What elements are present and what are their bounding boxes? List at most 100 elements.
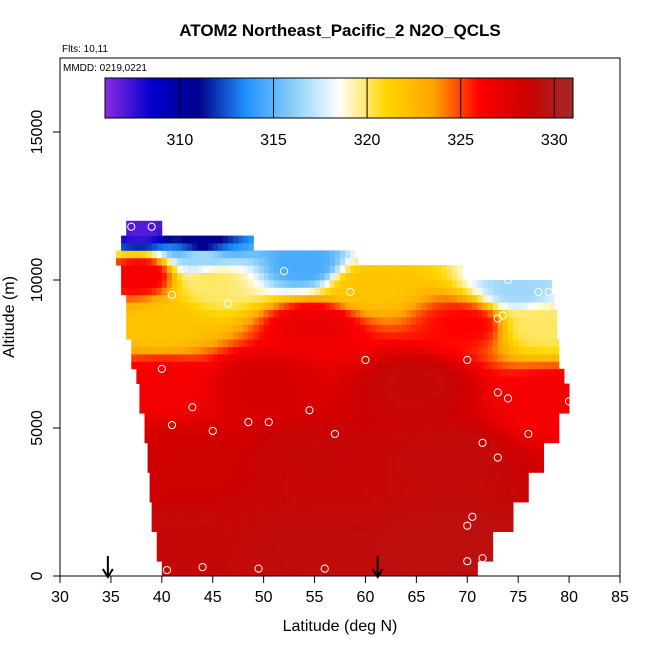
heatmap-cell — [268, 324, 275, 333]
heatmap-cell — [261, 494, 268, 503]
heatmap-cell — [421, 354, 427, 362]
heatmap-cell — [431, 361, 438, 370]
heatmap-cell — [299, 354, 305, 362]
heatmap-cell — [509, 450, 515, 458]
heatmap-cell — [146, 280, 153, 288]
heatmap-cell — [551, 398, 558, 407]
heatmap-cell — [312, 487, 318, 495]
heatmap-cell — [212, 516, 219, 525]
heatmap-cell — [513, 346, 519, 355]
heatmap-cell — [154, 420, 161, 429]
heatmap-cell — [290, 450, 296, 458]
heatmap-cell — [220, 398, 227, 407]
heatmap-cell — [421, 317, 427, 325]
heatmap-cell — [426, 354, 433, 362]
heatmap-cell — [483, 442, 490, 451]
heatmap-cell — [416, 524, 422, 532]
heatmap-cell — [202, 257, 209, 266]
heatmap-cell — [202, 539, 209, 547]
heatmap-cell — [426, 265, 433, 273]
heatmap-cell — [452, 524, 458, 532]
heatmap-cell — [212, 553, 219, 562]
heatmap-cell — [350, 539, 356, 547]
heatmap-cell — [541, 398, 548, 407]
heatmap-cell — [558, 368, 565, 377]
heatmap-cell — [546, 383, 553, 392]
heatmap-cell — [343, 383, 349, 392]
heatmap-cell — [197, 235, 203, 244]
heatmap-cell — [203, 442, 210, 451]
heatmap-cell — [294, 317, 300, 325]
heatmap-cell — [258, 546, 265, 555]
heatmap-cell — [553, 354, 560, 362]
heatmap-cell — [149, 487, 156, 495]
heatmap-cell — [396, 516, 402, 525]
heatmap-cell — [345, 339, 351, 347]
heatmap-cell — [376, 465, 383, 473]
heatmap-cell — [187, 339, 193, 347]
heatmap-cell — [452, 280, 458, 288]
heatmap-cell — [380, 331, 387, 340]
heatmap-cell — [518, 324, 524, 333]
heatmap-cell — [497, 376, 504, 384]
heatmap-cell — [146, 331, 153, 340]
heatmap-cell — [521, 487, 527, 495]
heatmap-cell — [182, 294, 188, 303]
heatmap-cell — [378, 479, 385, 488]
heatmap-cell — [431, 531, 438, 540]
x-tick-label: 80 — [560, 589, 578, 606]
heatmap-cell — [258, 346, 265, 355]
heatmap-cell — [411, 324, 417, 333]
heatmap-cell — [477, 294, 483, 303]
heatmap-cell — [246, 398, 252, 407]
heatmap-cell — [197, 568, 203, 577]
heatmap-cell — [195, 435, 201, 444]
heatmap-cell — [319, 561, 326, 569]
heatmap-cell — [477, 361, 483, 370]
heatmap-cell — [380, 361, 387, 370]
heatmap-cell — [351, 450, 357, 458]
heatmap-cell — [523, 309, 529, 318]
heatmap-cell — [419, 391, 425, 399]
heatmap-cell — [319, 531, 326, 540]
heatmap-cell — [553, 361, 560, 370]
heatmap-cell — [205, 420, 212, 429]
heatmap-cell — [307, 428, 313, 436]
heatmap-cell — [482, 302, 489, 310]
heatmap-cell — [233, 235, 239, 244]
heatmap-cell — [220, 479, 227, 488]
heatmap-cell — [380, 354, 387, 362]
heatmap-cell — [268, 317, 275, 325]
heatmap-cell — [536, 413, 542, 421]
heatmap-cell — [166, 250, 173, 259]
heatmap-cell — [299, 287, 305, 296]
heatmap-cell — [393, 479, 400, 488]
heatmap-cell — [154, 428, 161, 436]
heatmap-cell — [159, 479, 166, 488]
heatmap-cell — [465, 405, 471, 414]
heatmap-cell — [215, 405, 222, 414]
heatmap-cell — [355, 516, 361, 525]
heatmap-cell — [233, 287, 239, 296]
heatmap-cell — [518, 376, 524, 384]
heatmap-cell — [446, 339, 453, 347]
heatmap-cell — [304, 502, 310, 510]
heatmap-cell — [460, 398, 466, 407]
heatmap-cell — [210, 472, 217, 481]
heatmap-cell — [370, 331, 377, 340]
heatmap-cell — [178, 465, 184, 473]
heatmap-cell — [297, 494, 303, 503]
heatmap-cell — [161, 265, 168, 273]
heatmap-cell — [213, 457, 220, 466]
heatmap-cell — [526, 435, 532, 444]
heatmap-cell — [416, 324, 422, 333]
heatmap-cell — [238, 309, 244, 318]
heatmap-cell — [424, 413, 430, 421]
heatmap-cell — [375, 539, 382, 547]
heatmap-cell — [220, 420, 227, 429]
heatmap-cell — [238, 324, 244, 333]
heatmap-cell — [161, 317, 168, 325]
heatmap-cell — [207, 561, 214, 569]
heatmap-cell — [258, 354, 265, 362]
heatmap-cell — [393, 383, 400, 392]
